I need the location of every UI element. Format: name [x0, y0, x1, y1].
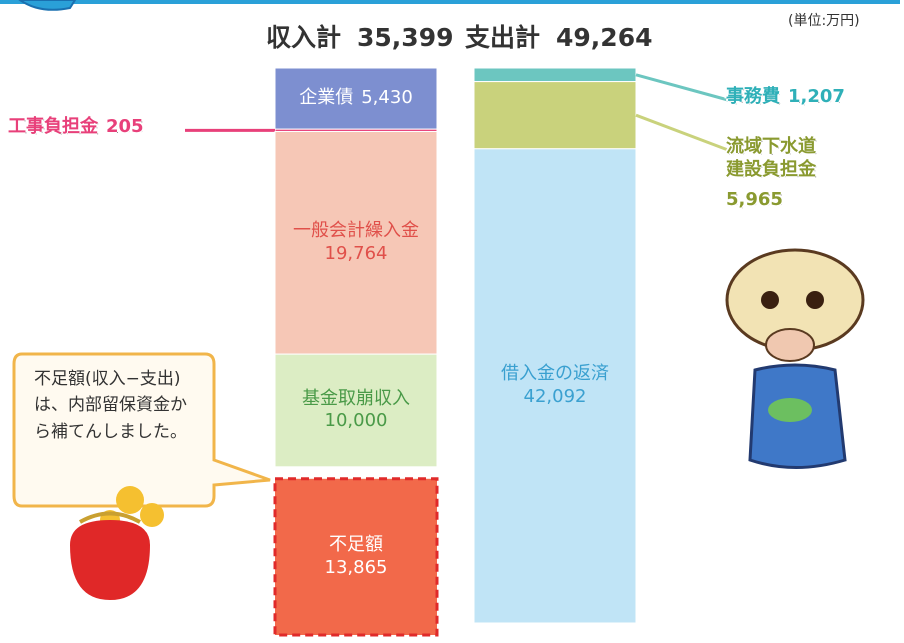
bar-segment — [473, 67, 637, 83]
segment-name: 企業債 — [299, 87, 354, 109]
segment-value: 42,092 — [523, 385, 587, 407]
segment-label: 不足額 13,865 — [275, 479, 437, 635]
segment-value: 1,207 — [788, 86, 845, 107]
segment-value: 5,430 — [361, 87, 413, 109]
segment-name: 不足額 — [329, 534, 383, 556]
leader-line — [635, 73, 729, 102]
purse — [70, 486, 164, 600]
stack-total: 49,264 — [556, 23, 653, 52]
segment-value: 205 — [106, 116, 144, 138]
segment-value: 13,865 — [324, 556, 388, 578]
stack-name: 収入計 — [266, 23, 342, 52]
segment-value: 10,000 — [324, 410, 388, 432]
bar-segment — [473, 148, 637, 624]
stack-name: 支出計 — [465, 23, 541, 52]
bar-segment — [274, 130, 438, 355]
callout — [12, 352, 271, 508]
stack-header: 収入計 35,399 — [266, 18, 454, 54]
segment-value: 5,965 — [726, 189, 783, 210]
segment-name: 工事負担金 — [8, 116, 98, 138]
segment-name: 事務費 — [726, 86, 780, 107]
segment-name: 流域下水道建設負担金 — [726, 136, 816, 180]
segment-name: 借入金の返済 — [501, 363, 609, 385]
stack-header: 支出計 49,264 — [465, 18, 653, 54]
banner — [18, 0, 77, 11]
segment-label: 工事負担金 205 — [8, 116, 144, 139]
segment-label: 企業債 5,430 — [275, 68, 437, 129]
segment-value: 19,764 — [324, 242, 388, 264]
segment-label: 借入金の返済 42,092 — [474, 149, 636, 623]
top-rule — [0, 0, 900, 4]
bar-segment — [274, 353, 438, 468]
segment-name: 基金取崩収入 — [302, 387, 410, 409]
segment-label: 基金取崩収入 10,000 — [275, 354, 437, 467]
bar-segment — [274, 67, 438, 130]
callout-text: 不足額(収入−支出)は、内部留保資金から補てんしました。 — [34, 369, 187, 442]
stack-total: 35,399 — [357, 23, 454, 52]
segment-name: 一般会計繰入金 — [293, 220, 419, 242]
bar-segment — [473, 81, 637, 150]
unit-label: (単位:万円) — [788, 13, 860, 29]
segment-label: 流域下水道建設負担金 5,965 — [726, 136, 818, 212]
bar-segment — [273, 477, 439, 637]
mascot — [725, 248, 865, 469]
segment-label: 一般会計繰入金 19,764 — [275, 131, 437, 354]
segment-label: 事務費 1,207 — [726, 86, 845, 109]
leader-line — [635, 113, 729, 152]
